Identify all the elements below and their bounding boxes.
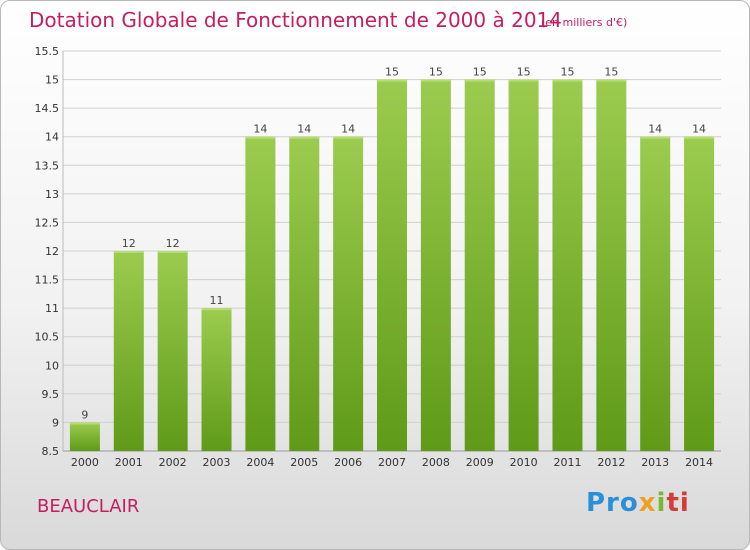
y-tick-label: 15.5 [35, 45, 60, 58]
bar-highlight [113, 251, 144, 253]
y-tick-label: 13.5 [35, 159, 60, 172]
x-tick-label: 2002 [159, 456, 187, 469]
y-tick-label: 9.5 [42, 388, 60, 401]
bar-2005 [289, 136, 320, 451]
y-tick-label: 12.5 [35, 216, 60, 229]
x-tick-label: 2012 [597, 456, 625, 469]
bar-highlight [684, 136, 715, 139]
y-tick-label: 11.5 [35, 274, 60, 287]
bar-2002 [157, 251, 188, 451]
data-label: 15 [560, 66, 574, 79]
chart-subtitle: (en milliers d'€) [541, 16, 628, 29]
bar-2013 [640, 136, 671, 451]
y-tick-label: 9 [52, 416, 59, 429]
y-tick-label: 10 [45, 359, 59, 372]
bar-2001 [113, 251, 144, 451]
x-tick-label: 2005 [290, 456, 318, 469]
bar-highlight [157, 251, 188, 253]
bar-2011 [552, 79, 583, 452]
x-tick-label: 2007 [378, 456, 406, 469]
bar-highlight [69, 422, 100, 425]
data-label: 14 [341, 123, 355, 136]
y-tick-label: 11 [45, 302, 59, 315]
bar-highlight [377, 79, 407, 82]
data-label: 15 [385, 66, 399, 79]
x-tick-label: 2006 [334, 456, 362, 469]
data-label: 14 [692, 123, 706, 136]
city-name: BEAUCLAIR [37, 496, 140, 517]
x-tick-label: 2000 [71, 456, 99, 469]
bar-2003 [201, 308, 232, 451]
bar-2008 [420, 79, 451, 452]
bar-2004 [245, 136, 276, 451]
x-tick-label: 2014 [685, 456, 713, 469]
bar-2007 [377, 79, 407, 452]
x-tick-label: 2001 [115, 456, 143, 469]
data-label: 15 [604, 66, 618, 79]
data-label: 14 [648, 123, 662, 136]
data-label: 15 [517, 66, 531, 79]
x-tick-label: 2013 [641, 456, 669, 469]
bar-2012 [596, 79, 627, 452]
x-tick-label: 2003 [203, 456, 231, 469]
proxiti-logo: Proxiti [586, 488, 690, 518]
data-label: 12 [122, 237, 136, 250]
y-tick-label: 14 [45, 131, 59, 144]
bar-2000 [69, 422, 100, 451]
bar-highlight [508, 79, 539, 82]
logo-part-4: ti [666, 488, 690, 518]
bar-highlight [201, 308, 232, 311]
x-tick-label: 2011 [553, 456, 581, 469]
bar-2014 [684, 136, 715, 451]
data-label: 15 [473, 66, 487, 79]
bar-highlight [333, 136, 364, 139]
bar-highlight [420, 79, 451, 82]
data-label: 12 [166, 237, 180, 250]
data-label: 9 [81, 408, 88, 421]
bar-2006 [333, 136, 364, 451]
y-tick-label: 10.5 [35, 331, 60, 344]
bar-highlight [289, 136, 320, 139]
bar-highlight [596, 79, 627, 82]
y-tick-label: 14.5 [35, 102, 60, 115]
x-tick-label: 2010 [510, 456, 538, 469]
y-tick-label: 12 [45, 245, 59, 258]
y-tick-label: 15 [45, 74, 59, 87]
data-label: 15 [429, 66, 443, 79]
bar-highlight [640, 136, 671, 139]
data-label: 14 [297, 123, 311, 136]
bar-highlight [552, 79, 583, 82]
logo-part-3: i [656, 488, 667, 518]
x-tick-label: 2004 [246, 456, 274, 469]
logo-part-2: x [638, 488, 657, 518]
logo-part-1: Pro [586, 488, 639, 518]
y-tick-label: 13 [45, 188, 59, 201]
data-label: 14 [253, 123, 267, 136]
x-tick-label: 2008 [422, 456, 450, 469]
bar-2009 [464, 79, 495, 452]
x-tick-label: 2009 [466, 456, 494, 469]
bar-2010 [508, 79, 539, 452]
y-tick-label: 8.5 [42, 445, 60, 458]
bar-highlight [464, 79, 495, 82]
chart-title: Dotation Globale de Fonctionnement de 20… [29, 8, 562, 32]
bar-highlight [245, 136, 276, 139]
data-label: 11 [210, 294, 224, 307]
